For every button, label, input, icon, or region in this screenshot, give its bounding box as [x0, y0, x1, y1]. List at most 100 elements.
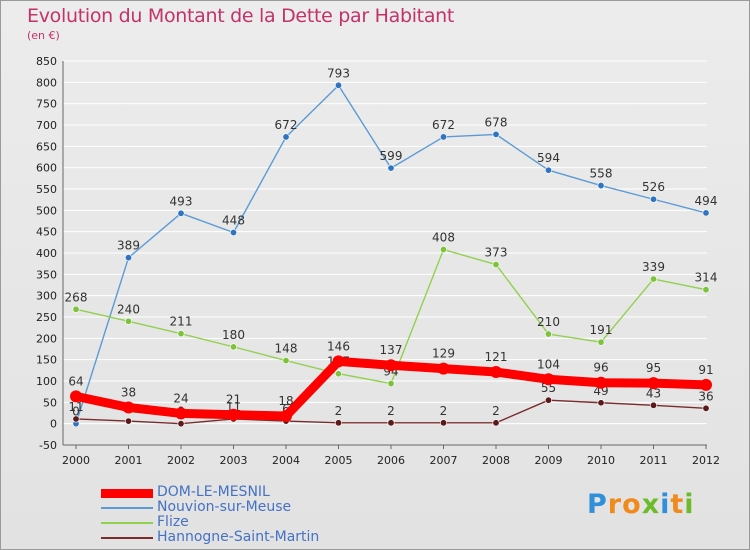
data-label: 210 — [537, 315, 560, 329]
x-tick-label: 2011 — [640, 454, 668, 467]
logo-letter: t — [670, 489, 685, 520]
x-tick-label: 2003 — [220, 454, 248, 467]
data-point — [334, 419, 342, 427]
data-point — [702, 404, 710, 412]
data-point — [702, 286, 710, 294]
data-point — [597, 399, 605, 407]
data-point — [437, 362, 450, 375]
logo-letter: r — [607, 489, 623, 520]
data-point — [490, 366, 502, 379]
chart-title: Evolution du Montant de la Dette par Hab… — [27, 5, 455, 27]
y-tick-label: 450 — [36, 226, 57, 239]
data-label: 599 — [380, 149, 403, 163]
y-tick-label: -50 — [39, 439, 57, 452]
legend-swatch — [101, 507, 153, 509]
data-point — [439, 419, 447, 427]
data-label: 2 — [440, 404, 448, 418]
y-tick-label: 250 — [36, 311, 57, 324]
legend-label: Hannogne-Saint-Martin — [157, 529, 320, 545]
data-point — [647, 377, 660, 390]
data-label: 64 — [68, 374, 83, 388]
proxiti-logo: Proxiti — [587, 489, 695, 520]
legend-label: Flize — [157, 514, 189, 530]
data-point — [492, 419, 500, 427]
data-label: 55 — [541, 381, 556, 395]
logo-letter: o — [622, 489, 642, 520]
data-label: 672 — [275, 118, 298, 132]
y-tick-label: 700 — [36, 119, 57, 132]
y-tick-label: 400 — [36, 247, 57, 260]
y-tick-label: 550 — [36, 183, 57, 196]
data-point — [334, 370, 342, 378]
x-tick-label: 2004 — [272, 454, 300, 467]
data-label: 96 — [593, 361, 608, 375]
data-point — [544, 396, 552, 404]
data-label: 678 — [485, 115, 508, 129]
data-label: 373 — [485, 246, 508, 260]
data-label: 2 — [387, 404, 395, 418]
legend-swatch — [101, 488, 153, 498]
data-label: 268 — [65, 290, 88, 304]
x-tick-label: 2005 — [325, 454, 353, 467]
y-tick-label: 750 — [36, 98, 57, 111]
data-label: 104 — [537, 357, 560, 371]
data-label: 148 — [275, 342, 298, 356]
data-point — [387, 164, 395, 172]
data-point — [439, 133, 447, 141]
y-tick-label: 850 — [36, 55, 57, 68]
data-label: 36 — [698, 389, 713, 403]
data-point — [72, 415, 80, 423]
data-label: 314 — [695, 271, 718, 285]
data-label: 180 — [222, 328, 245, 342]
data-label: 129 — [432, 347, 455, 361]
data-point — [177, 209, 185, 217]
data-point — [282, 133, 290, 141]
y-tick-label: 200 — [36, 332, 57, 345]
x-tick-label: 2009 — [535, 454, 563, 467]
logo-letter: P — [587, 489, 608, 520]
data-label: 137 — [380, 343, 403, 357]
data-point — [332, 355, 345, 368]
data-point — [542, 373, 555, 386]
data-point — [595, 376, 607, 389]
data-label: 6 — [282, 402, 290, 416]
x-tick-label: 2008 — [482, 454, 510, 467]
data-point — [227, 408, 240, 421]
y-tick-label: 0 — [50, 418, 57, 431]
data-label: 389 — [117, 239, 140, 253]
data-label: 24 — [173, 391, 188, 405]
data-label: 121 — [485, 350, 508, 364]
data-label: 21 — [226, 393, 241, 407]
data-point — [597, 182, 605, 190]
y-tick-label: 50 — [43, 396, 57, 409]
data-label: 448 — [222, 214, 245, 228]
data-point — [544, 166, 552, 174]
data-point — [439, 246, 447, 254]
data-label: 2 — [335, 404, 343, 418]
data-point — [125, 417, 133, 425]
logo-letter: i — [660, 489, 671, 520]
y-tick-label: 600 — [36, 162, 57, 175]
data-point — [492, 261, 500, 269]
x-tick-label: 2002 — [167, 454, 195, 467]
x-tick-label: 2012 — [692, 454, 720, 467]
y-tick-label: 500 — [36, 204, 57, 217]
x-tick-label: 2001 — [115, 454, 143, 467]
data-point — [175, 407, 187, 420]
data-label: 18 — [278, 394, 293, 408]
data-point — [230, 343, 238, 351]
data-point — [230, 229, 238, 237]
y-tick-label: 100 — [36, 375, 57, 388]
data-point — [649, 195, 657, 203]
legend-label: DOM-LE-MESNIL — [157, 484, 270, 500]
legend-swatch — [101, 522, 153, 524]
data-label: 0 — [72, 405, 80, 419]
data-point — [280, 409, 292, 422]
data-point — [177, 330, 185, 338]
data-point — [72, 305, 80, 313]
x-tick-label: 2007 — [430, 454, 458, 467]
data-point — [700, 378, 712, 391]
data-label: 672 — [432, 118, 455, 132]
data-label: 43 — [646, 386, 661, 400]
